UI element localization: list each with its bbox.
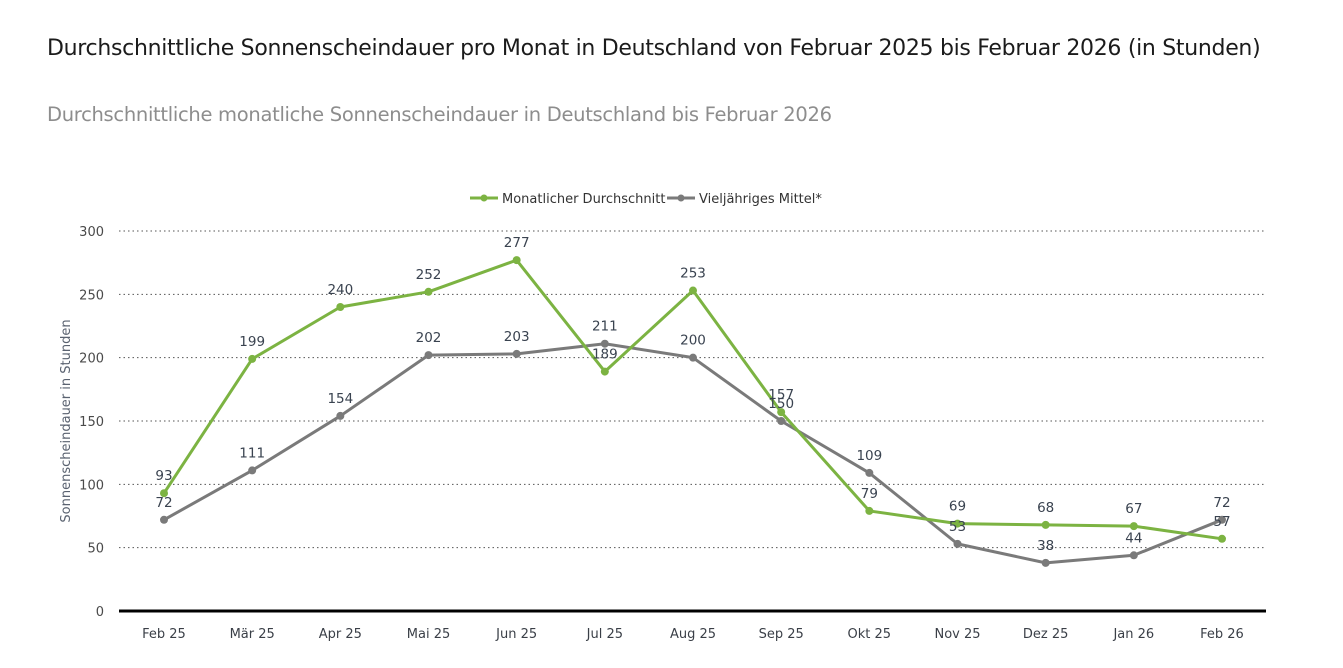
data-point[interactable] [248, 466, 257, 475]
data-label: 69 [949, 499, 966, 515]
data-label: 154 [327, 391, 353, 407]
data-label: 150 [768, 396, 794, 412]
data-point[interactable] [424, 287, 433, 296]
data-labels: 72 111 154 202 203 211 200 150 109 53 38 44 72 93 199 2… [155, 235, 1230, 554]
data-point[interactable] [865, 468, 874, 477]
x-tick-label: Apr 25 [319, 627, 362, 642]
data-point[interactable] [160, 489, 168, 498]
y-tick-label: 100 [79, 478, 104, 493]
data-point[interactable] [336, 303, 345, 311]
data-point[interactable] [600, 339, 609, 348]
data-point[interactable] [1041, 520, 1050, 529]
x-tick-label: Mär 25 [230, 627, 275, 642]
data-label: 79 [861, 486, 878, 502]
data-label: 57 [1213, 514, 1230, 530]
series-line [162, 258, 1223, 541]
y-tick-label: 250 [79, 288, 104, 303]
x-axis: Feb 25 Mär 25 Apr 25 Mai 25 Jun 25 Jul 25 Aug … [142, 627, 1244, 642]
x-tick-label: Jul 25 [586, 627, 623, 642]
data-point[interactable] [1129, 522, 1138, 531]
data-label: 53 [949, 519, 966, 535]
chart-subtitle: Durchschnittliche monatliche Sonnenschei… [47, 103, 832, 126]
data-label: 93 [155, 468, 172, 484]
data-label: 253 [680, 266, 706, 282]
data-point[interactable] [953, 539, 962, 548]
y-tick-label: 0 [96, 605, 104, 620]
legend-marker-icon [677, 194, 685, 202]
x-tick-label: Mai 25 [407, 627, 450, 642]
legend-label: Monatlicher Durchschnitt [502, 192, 665, 207]
data-point[interactable] [600, 367, 609, 376]
data-label: 67 [1125, 501, 1142, 517]
series-vieljaehriges-mittel [160, 339, 1226, 567]
x-tick-label: Jan 26 [1112, 627, 1154, 642]
y-axis: 0 50 100 150 200 250 300 [79, 225, 104, 620]
data-point[interactable] [160, 515, 168, 524]
data-point[interactable] [1129, 551, 1138, 560]
series-monatlicher-durchschnitt [160, 256, 1226, 543]
x-tick-label: Nov 25 [934, 627, 980, 642]
data-point[interactable] [689, 286, 697, 295]
data-label: 252 [416, 267, 442, 283]
y-tick-label: 300 [79, 225, 104, 240]
data-label: 189 [592, 347, 618, 363]
data-point[interactable] [865, 506, 874, 515]
x-tick-label: Aug 25 [670, 627, 716, 642]
legend-item[interactable]: Monatlicher Durchschnitt [470, 192, 665, 207]
data-point[interactable] [689, 353, 697, 362]
legend-marker-icon [480, 194, 488, 202]
data-point[interactable] [512, 349, 521, 358]
y-tick-label: 50 [87, 542, 104, 557]
data-point[interactable] [1218, 534, 1226, 543]
data-label: 277 [504, 235, 530, 251]
y-axis-label: Sonnenscheindauer in Stunden [59, 319, 74, 522]
y-tick-label: 150 [79, 415, 104, 430]
data-point[interactable] [512, 256, 521, 265]
data-label: 38 [1037, 538, 1054, 554]
data-label: 203 [504, 329, 530, 345]
data-point[interactable] [1218, 515, 1226, 524]
data-label: 44 [1125, 530, 1142, 546]
y-tick-label: 200 [79, 352, 104, 367]
series-line [163, 342, 1223, 565]
x-tick-label: Feb 26 [1200, 627, 1244, 642]
legend: Monatlicher Durchschnitt Vieljähriges Mit… [470, 192, 822, 207]
data-label: 72 [155, 495, 172, 511]
chart-title: Durchschnittliche Sonnenscheindauer pro … [47, 36, 1261, 61]
legend-label: Vieljähriges Mittel* [699, 192, 822, 207]
x-tick-label: Okt 25 [848, 627, 892, 642]
data-label: 200 [680, 333, 706, 349]
data-label: 240 [327, 282, 353, 298]
data-point[interactable] [777, 408, 786, 417]
data-label: 157 [768, 387, 794, 403]
data-label: 202 [416, 330, 442, 346]
data-point[interactable] [1041, 558, 1050, 567]
x-tick-label: Dez 25 [1023, 627, 1069, 642]
data-point[interactable] [336, 411, 345, 420]
data-label: 109 [856, 448, 882, 464]
legend-item[interactable]: Vieljähriges Mittel* [667, 192, 822, 207]
data-label: 211 [592, 319, 618, 335]
x-tick-label: Feb 25 [142, 627, 186, 642]
data-point[interactable] [424, 351, 433, 360]
data-point[interactable] [953, 519, 962, 528]
data-label: 111 [239, 445, 265, 461]
data-point[interactable] [777, 417, 786, 425]
series-group [160, 256, 1226, 567]
data-label: 199 [239, 334, 265, 350]
x-tick-label: Sep 25 [759, 627, 804, 642]
data-label: 72 [1213, 495, 1230, 511]
x-tick-label: Jun 25 [495, 627, 537, 642]
data-point[interactable] [248, 354, 257, 363]
data-label: 68 [1037, 500, 1054, 516]
